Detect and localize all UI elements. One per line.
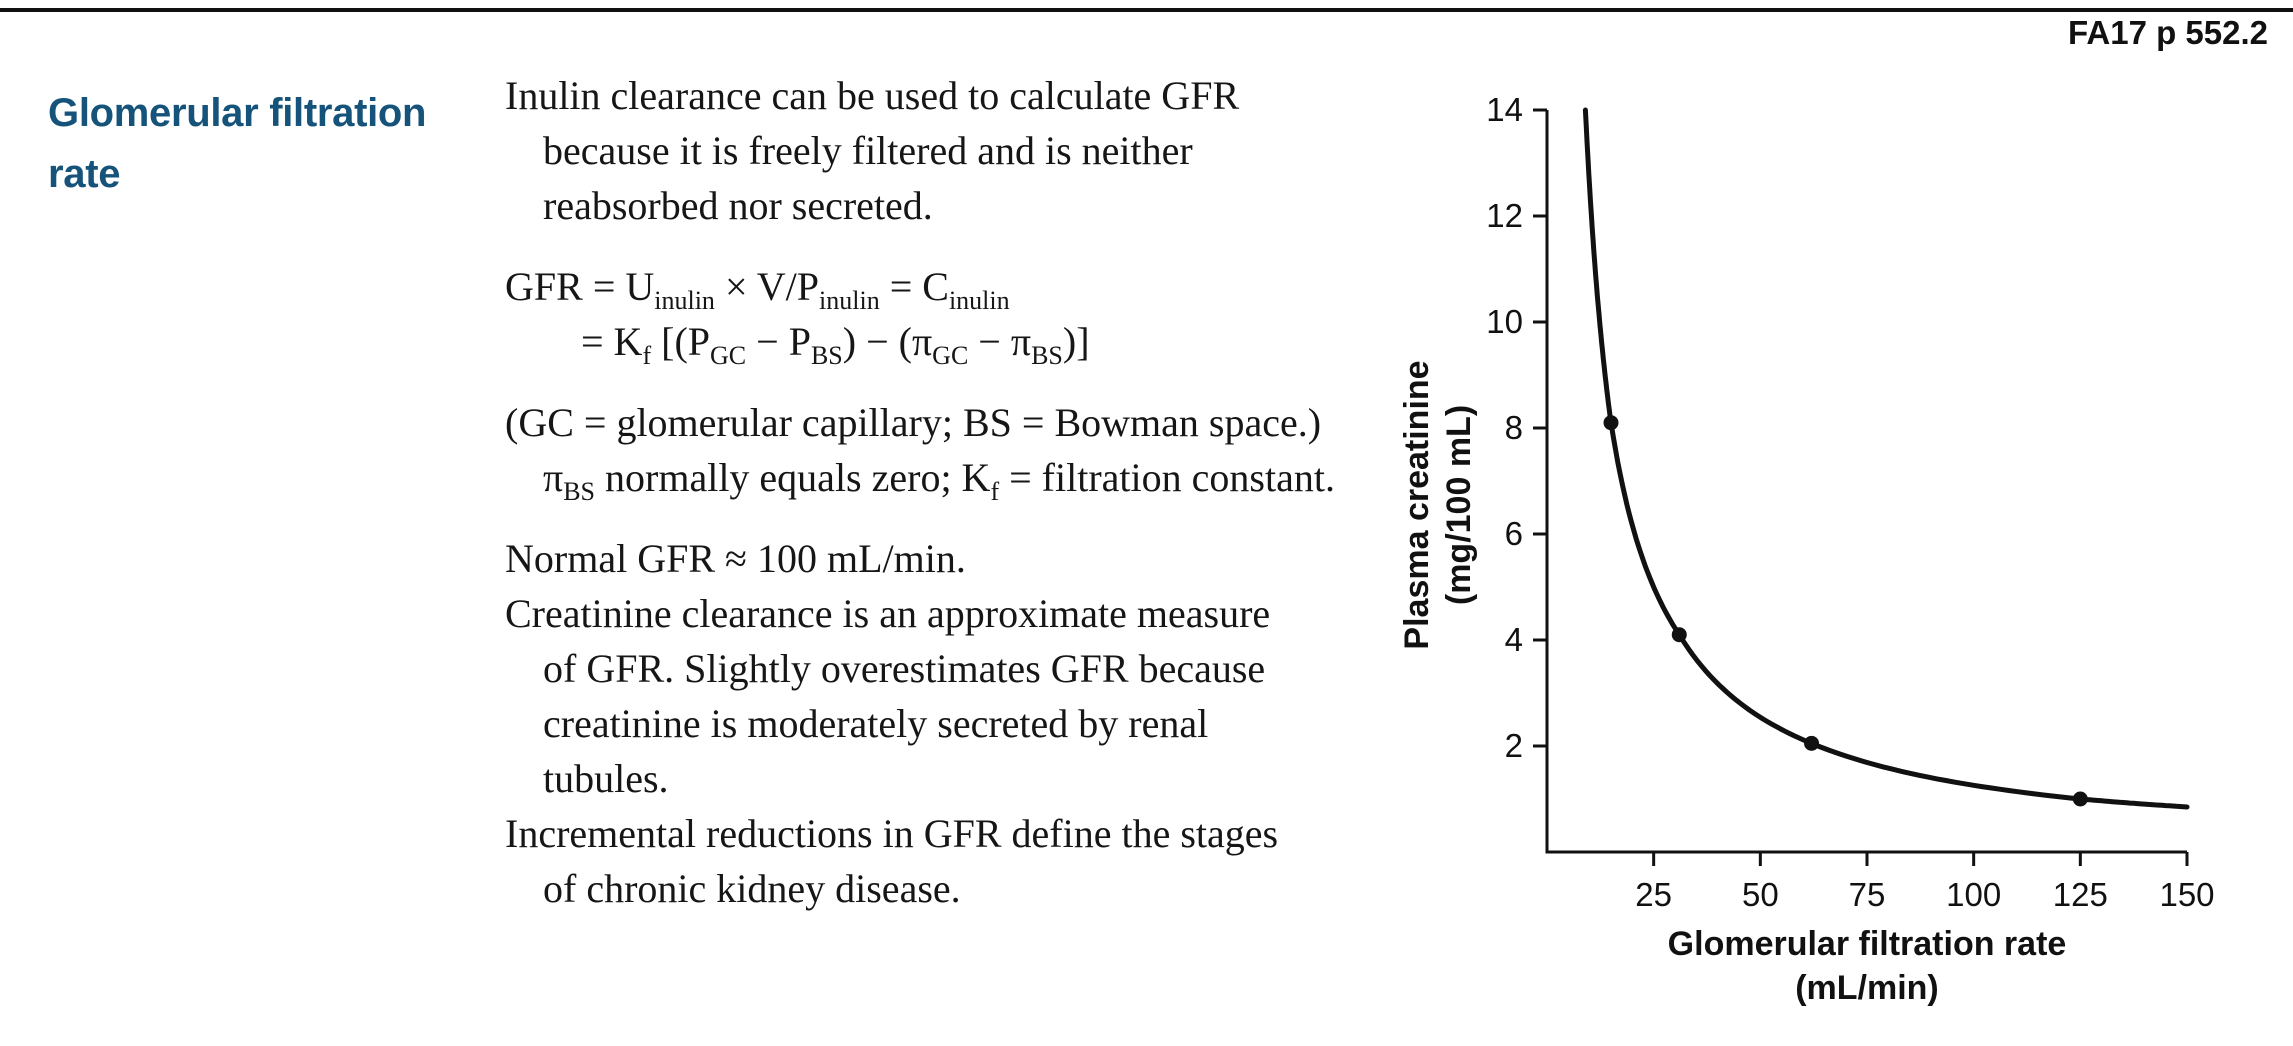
x-tick-label: 50	[1742, 876, 1779, 913]
data-point	[1671, 627, 1687, 643]
body-paragraph: GFR = Uinulin × V/Pinulin = Cinulin = Kf …	[505, 259, 1465, 369]
subscript: BS	[1031, 341, 1063, 370]
axes	[1545, 110, 2187, 854]
body-paragraph: Normal GFR ≈ 100 mL/min. Creatinine clear…	[505, 531, 1465, 916]
body-line: GFR = Uinulin × V/Pinulin = Cinulin	[505, 264, 1010, 315]
entry-title: Glomerular filtration rate	[48, 90, 427, 196]
y-tick-label: 4	[1505, 621, 1523, 658]
subscript: BS	[563, 477, 596, 506]
y-tick-label: 12	[1486, 197, 1523, 234]
y-tick-label: 14	[1486, 91, 1523, 128]
body-line: Creatinine clearance is an approximate m…	[505, 591, 1271, 636]
body-line: of chronic kidney disease.	[543, 866, 961, 911]
body-line: of GFR. Slightly overestimates GFR becau…	[543, 646, 1266, 691]
body-line: πBS normally equals zero; Kf = filtratio…	[543, 455, 1335, 506]
body-line: because it is freely filtered and is nei…	[543, 128, 1193, 173]
subscript: GC	[710, 341, 747, 370]
body-line: = Kf [(PGC − PBS) − (πGC − πBS)]	[581, 319, 1090, 370]
y-tick-label: 2	[1505, 727, 1523, 764]
body-line: creatinine is moderately secreted by ren…	[543, 701, 1209, 746]
body-line: Incremental reductions in GFR define the…	[505, 811, 1279, 856]
subscript: inulin	[819, 286, 880, 315]
data-point	[1603, 415, 1619, 431]
x-tick-label: 25	[1635, 876, 1672, 913]
body-line: Inulin clearance can be used to calculat…	[505, 73, 1240, 118]
y-tick-label: 10	[1486, 303, 1523, 340]
y-axis-title: (mg/100 mL)	[1440, 405, 1478, 605]
data-point	[1804, 735, 1820, 751]
body-line: Normal GFR ≈ 100 mL/min.	[505, 536, 966, 581]
subscript: inulin	[654, 286, 715, 315]
body-paragraph: (GC = glomerular capillary; BS = Bowman …	[505, 395, 1465, 505]
body-line: (GC = glomerular capillary; BS = Bowman …	[505, 400, 1322, 445]
subscript: inulin	[948, 286, 1010, 315]
y-tick-label: 6	[1505, 515, 1523, 552]
body-line: tubules.	[543, 756, 669, 801]
subscript: f	[642, 341, 652, 370]
entry-body-text: Inulin clearance can be used to calculat…	[505, 68, 1465, 916]
x-tick-label: 75	[1849, 876, 1886, 913]
subscript: BS	[810, 341, 843, 370]
body-paragraph: Inulin clearance can be used to calculat…	[505, 68, 1465, 233]
page-reference-label: FA17 p 552.2	[2068, 14, 2268, 51]
x-axis-title: Glomerular filtration rate	[1668, 925, 2067, 963]
creatinine-gfr-curve	[1582, 107, 2190, 810]
x-tick-label: 100	[1946, 876, 2001, 913]
x-tick-label: 125	[2053, 876, 2108, 913]
subscript: f	[990, 477, 1000, 506]
chart-canvas: 2 4 6 8 10 12 14 25 50 75 100 125 150 Glomerular filt…	[1398, 91, 2215, 1007]
gfr-creatinine-chart: 2 4 6 8 10 12 14 25 50 75 100 125 150 Glomerular filt…	[1380, 50, 2293, 1046]
subscript: GC	[932, 341, 969, 370]
x-axis-title: (mL/min)	[1795, 969, 1939, 1007]
data-point	[2072, 791, 2088, 807]
y-axis-title: Plasma creatinine	[1398, 360, 1436, 649]
top-rule	[0, 8, 2293, 12]
body-line: reabsorbed nor secreted.	[543, 183, 933, 228]
y-tick-label: 8	[1505, 409, 1523, 446]
x-tick-label: 150	[2159, 876, 2214, 913]
